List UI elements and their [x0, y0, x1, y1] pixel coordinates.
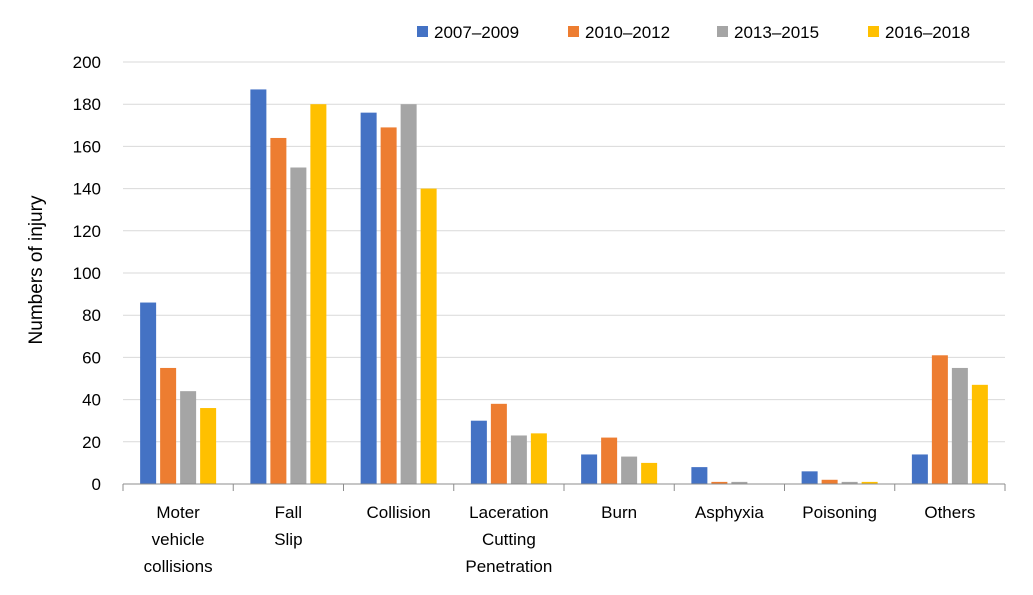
bar: [160, 367, 177, 484]
bar: [951, 367, 968, 484]
y-tick-label: 100: [73, 264, 101, 283]
legend-entry: 2010–2012: [585, 23, 670, 42]
bar: [601, 437, 618, 484]
y-tick-label: 180: [73, 95, 101, 114]
bar: [250, 89, 267, 485]
x-category-label: Fall Slip: [274, 503, 302, 549]
legend-swatch: [417, 26, 428, 37]
y-tick-label: 200: [73, 53, 101, 72]
bar: [731, 481, 748, 484]
x-category-label: Others: [924, 503, 975, 522]
x-category-label: Collision: [367, 503, 431, 522]
bar: [821, 479, 838, 484]
bar: [400, 104, 417, 484]
bar: [861, 481, 878, 484]
bar: [380, 127, 397, 484]
bar: [530, 433, 547, 484]
y-tick-label: 60: [82, 348, 101, 367]
y-tick-label: 40: [82, 391, 101, 410]
x-category-label: Moter vehicle collisions: [144, 503, 213, 576]
bar: [691, 467, 708, 484]
bar: [270, 137, 287, 484]
y-tick-label: 120: [73, 222, 101, 241]
x-category-label: Poisoning: [802, 503, 877, 522]
bar: [510, 435, 527, 484]
bar: [841, 481, 858, 484]
bar: [931, 355, 948, 484]
bar: [200, 408, 217, 484]
bar: [470, 420, 487, 484]
legend-swatch: [868, 26, 879, 37]
legend-entry: 2007–2009: [434, 23, 519, 42]
y-tick-label: 160: [73, 137, 101, 156]
legend: 2007–2009 2010–2012 2013–2015 2016–2018: [417, 23, 970, 42]
bar: [911, 454, 928, 484]
x-category-label: Asphyxia: [695, 503, 765, 522]
bar: [360, 112, 377, 484]
gridlines: [123, 61, 1005, 443]
bar: [420, 188, 437, 484]
bar: [490, 403, 507, 484]
bar: [801, 471, 818, 484]
y-tick-label: 80: [82, 306, 101, 325]
legend-swatch: [568, 26, 579, 37]
x-category-label: Laceration Cutting Penetration: [465, 503, 552, 576]
y-tick-label: 20: [82, 433, 101, 452]
bar: [140, 302, 157, 484]
bar: [971, 384, 988, 484]
bars: [140, 89, 988, 485]
y-axis-title: Numbers of injury: [26, 195, 47, 344]
y-tick-label: 0: [92, 475, 101, 494]
legend-swatch: [717, 26, 728, 37]
axes: 0 20 40 60 80 100 120 140 160 180 200 Moter vehicle c…: [73, 53, 1006, 576]
x-category-label: Burn: [601, 503, 637, 522]
bar: [310, 104, 327, 484]
bar: [711, 481, 728, 484]
bar: [180, 391, 197, 484]
bar: [621, 456, 638, 484]
bar: [581, 454, 598, 484]
legend-entry: 2013–2015: [734, 23, 819, 42]
bar: [641, 462, 658, 484]
legend-entry: 2016–2018: [885, 23, 970, 42]
bar: [290, 167, 307, 484]
y-tick-label: 140: [73, 180, 101, 199]
